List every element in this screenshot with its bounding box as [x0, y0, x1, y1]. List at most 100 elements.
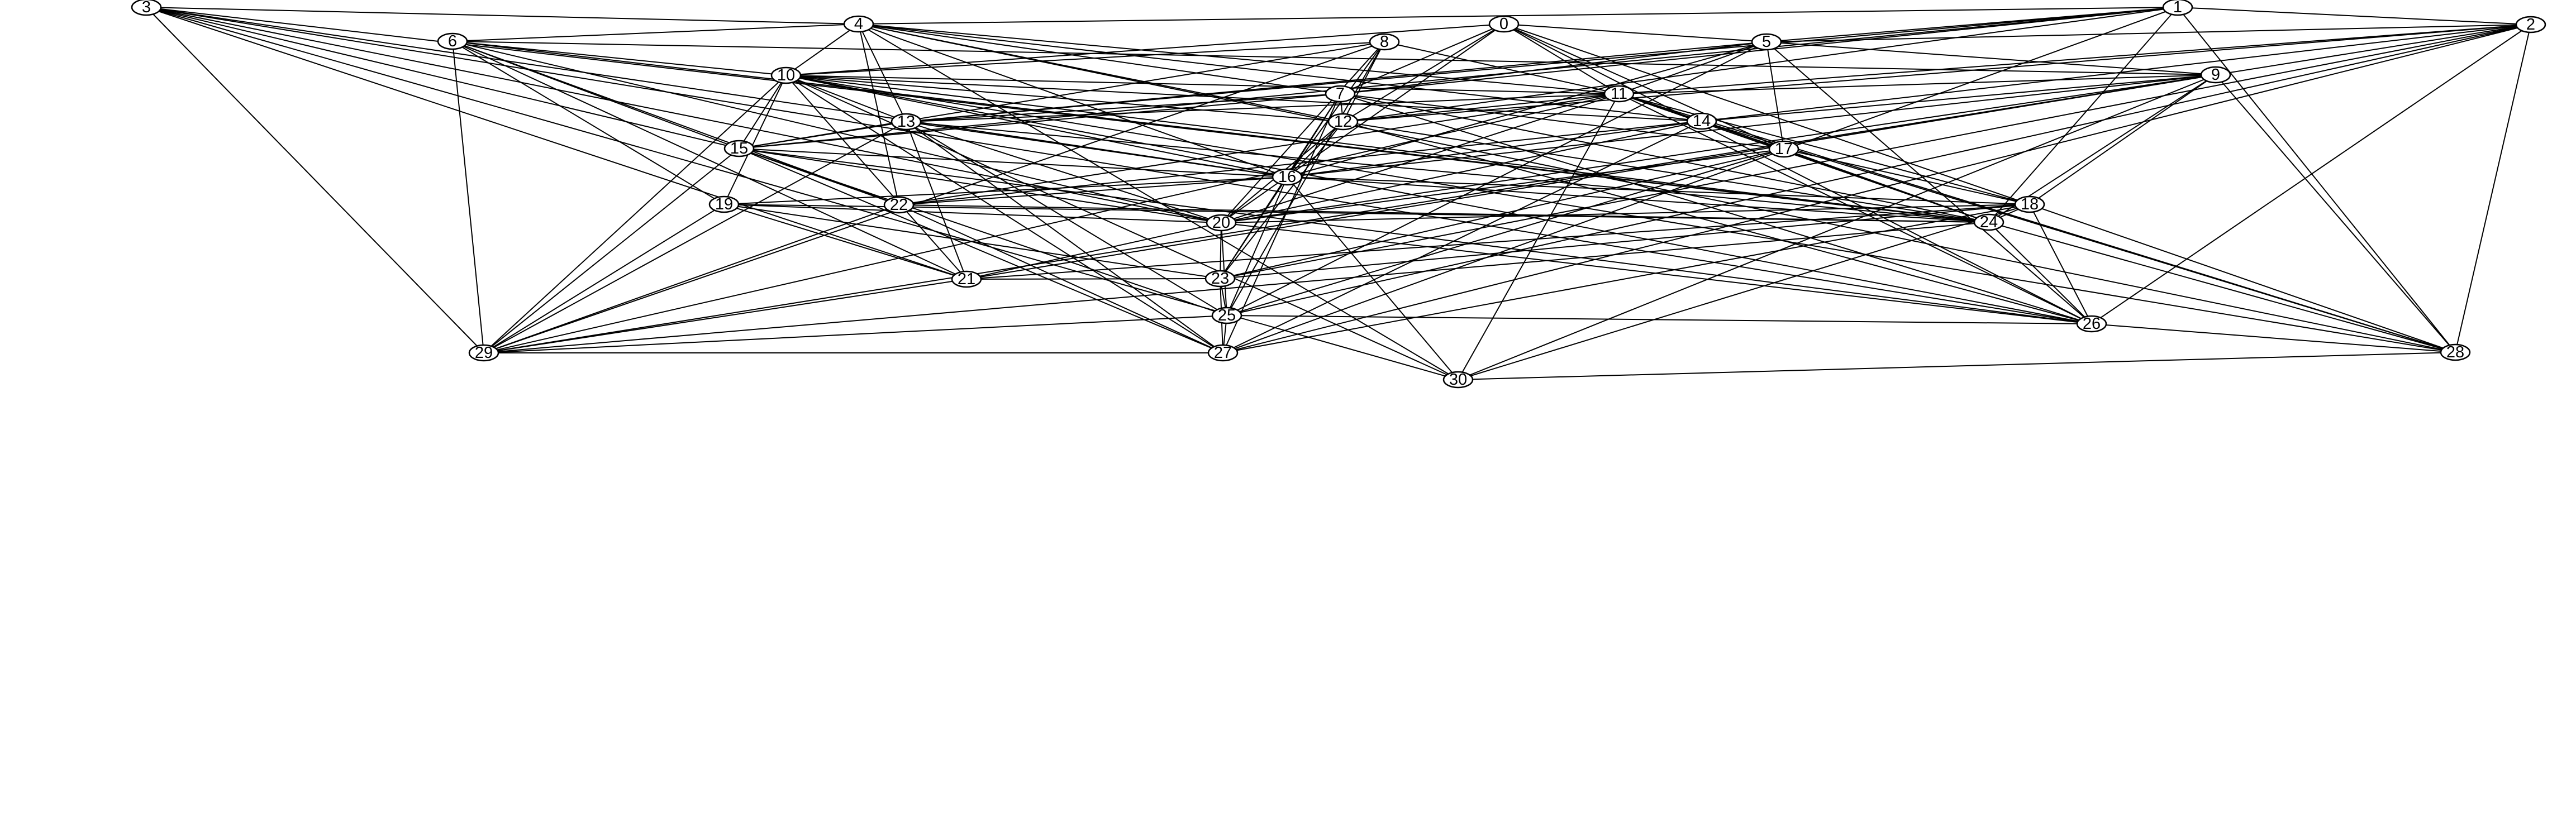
edge-20-23 [1220, 222, 1222, 279]
node-label: 15 [730, 140, 748, 157]
node-label: 0 [1499, 15, 1508, 33]
node-label: 9 [2211, 66, 2220, 84]
edge-25-29 [483, 315, 1227, 353]
node-label: 25 [1218, 307, 1236, 324]
edge-3-29 [146, 7, 484, 353]
node-2: 2 [2515, 16, 2546, 34]
node-24: 24 [1973, 213, 2004, 231]
edge-4-11 [858, 23, 1620, 94]
edge-6-29 [452, 41, 484, 353]
edge-3-20 [146, 7, 1222, 223]
node-ellipse [2014, 195, 2045, 213]
edge-10-11 [785, 75, 1620, 94]
edge-0-18 [1503, 23, 2030, 205]
edge-16-24 [1287, 176, 1989, 223]
edge-0-5 [1503, 23, 1767, 42]
node-label: 10 [777, 66, 795, 84]
edge-19-23 [723, 204, 1221, 279]
edge-24-26 [1988, 222, 2092, 324]
edge-9-28 [2215, 74, 2456, 353]
node-ellipse [951, 270, 982, 288]
edge-8-12 [1342, 41, 1385, 122]
node-1: 1 [2162, 0, 2193, 16]
node-ellipse [2162, 0, 2193, 16]
edge-15-27 [739, 148, 1223, 353]
edge-4-13 [858, 23, 907, 122]
edge-15-20 [739, 148, 1222, 223]
node-ellipse [1751, 33, 1782, 51]
node-ellipse [1207, 344, 1239, 362]
edge-1-12 [1342, 7, 2178, 122]
edge-28-30 [1458, 352, 2456, 380]
node-ellipse [1369, 33, 1400, 51]
node-29: 29 [468, 344, 499, 362]
edge-15-16 [739, 148, 1288, 178]
edge-3-16 [146, 7, 1288, 178]
edge-12-23 [1220, 121, 1344, 279]
edge-12-26 [1342, 121, 2092, 324]
node-ellipse [1973, 213, 2004, 231]
node-18: 18 [2014, 195, 2045, 213]
node-label: 26 [2083, 315, 2101, 333]
edge-10-24 [785, 75, 1989, 223]
edge-1-15 [739, 7, 2178, 149]
edge-9-16 [1287, 74, 2216, 178]
edge-1-27 [1222, 7, 2178, 353]
edge-18-30 [1458, 204, 2030, 380]
edge-2-11 [1618, 24, 2531, 94]
edge-18-20 [1221, 204, 2030, 223]
node-0: 0 [1488, 15, 1520, 33]
edge-12-24 [1342, 121, 1989, 223]
edge-2-26 [2091, 24, 2531, 324]
edge-10-16 [785, 75, 1288, 178]
node-label: 21 [958, 270, 975, 288]
node-label: 3 [142, 0, 151, 16]
edge-20-21 [966, 222, 1222, 280]
edge-7-27 [1222, 93, 1341, 353]
node-label: 20 [1212, 214, 1230, 232]
edge-8-11 [1384, 41, 1620, 94]
edge-7-26 [1340, 93, 2092, 324]
edge-15-26 [739, 148, 2092, 324]
edge-8-29 [483, 41, 1385, 353]
node-26: 26 [2076, 315, 2107, 333]
node-11: 11 [1603, 85, 1635, 103]
edge-12-16 [1287, 121, 1344, 178]
node-ellipse [468, 344, 499, 362]
node-ellipse [1272, 168, 1303, 186]
edge-26-28 [2091, 323, 2456, 353]
node-27: 27 [1207, 344, 1239, 362]
node-ellipse [1327, 113, 1359, 131]
edge-22-29 [483, 204, 899, 353]
node-ellipse [1211, 307, 1242, 324]
edge-2-9 [2215, 24, 2531, 75]
edge-5-11 [1618, 41, 1767, 94]
edge-11-12 [1342, 93, 1620, 122]
edges-layer [146, 7, 2531, 380]
node-ellipse [708, 195, 740, 213]
node-5: 5 [1751, 33, 1782, 51]
node-28: 28 [2440, 343, 2471, 361]
node-label: 18 [2021, 195, 2039, 213]
edge-10-13 [785, 75, 907, 122]
edge-8-20 [1221, 41, 1385, 223]
node-label: 23 [1211, 270, 1229, 288]
edge-3-21 [146, 7, 967, 280]
edge-3-26 [146, 7, 2092, 324]
node-label: 5 [1762, 33, 1771, 51]
edge-9-18 [2029, 74, 2216, 205]
edge-16-19 [723, 176, 1288, 205]
edge-10-19 [723, 75, 787, 205]
edge-5-7 [1340, 41, 1767, 94]
edge-11-13 [906, 93, 1620, 122]
edge-6-24 [452, 41, 1989, 223]
node-label: 16 [1278, 168, 1296, 186]
edge-11-22 [898, 93, 1620, 205]
node-ellipse [1768, 140, 1799, 158]
edge-0-11 [1503, 23, 1620, 94]
node-16: 16 [1272, 168, 1303, 186]
edge-24-28 [1988, 222, 2456, 353]
node-ellipse [2440, 343, 2471, 361]
edge-8-10 [785, 41, 1385, 76]
